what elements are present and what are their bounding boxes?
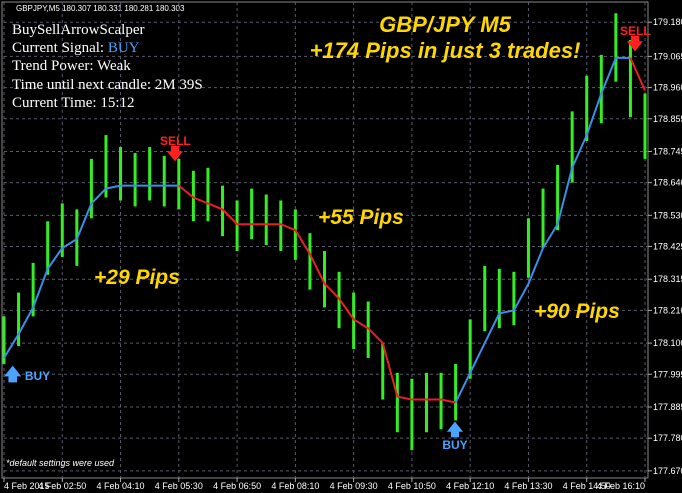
- pips-annotation: +90 Pips: [534, 300, 620, 323]
- x-tick-label: 4 Feb 13:30: [504, 481, 552, 491]
- y-tick-label: 178.100: [653, 338, 682, 348]
- plot-frame: [1, 1, 649, 479]
- chart-subtitle: +174 Pips in just 3 trades!: [309, 38, 581, 63]
- y-tick-label: 178.210: [653, 305, 682, 315]
- y-tick-label: 178.315: [653, 274, 682, 284]
- x-tick-label: 4 Feb 12:10: [446, 481, 494, 491]
- signal-text: SELL: [160, 134, 191, 148]
- y-tick-label: 178.530: [653, 210, 682, 220]
- x-tick-label: 4 Feb 05:30: [155, 481, 203, 491]
- x-tick-label: 4 Feb 14:50: [563, 481, 611, 491]
- y-tick-label: 178.855: [653, 114, 682, 124]
- buy-signal: 🡅 BUY: [4, 365, 51, 384]
- x-tick-label: 4 Feb 2015: [4, 481, 50, 491]
- x-tick-label: 4 Feb 08:10: [271, 481, 319, 491]
- footnote: *default settings were used: [6, 458, 115, 468]
- x-tick-label: 4 Feb 02:50: [38, 481, 86, 491]
- signal-text: SELL: [620, 24, 651, 38]
- buy-signal: 🡅 BUY: [440, 423, 470, 453]
- signal-label: Current Signal:: [12, 40, 105, 56]
- sell-signal: SELL 🡇: [620, 24, 651, 53]
- x-tick-label: 4 Feb 16:10: [597, 481, 645, 491]
- y-tick-label: 178.960: [653, 83, 682, 93]
- x-tick-label: 4 Feb 04:10: [97, 481, 145, 491]
- x-tick-label: 4 Feb 09:30: [330, 481, 378, 491]
- y-tick-label: 177.670: [653, 466, 682, 476]
- y-tick-label: 178.745: [653, 146, 682, 156]
- header: GBPJPY,M5 180.307 180.331 180.281 180.30…: [16, 4, 185, 13]
- trend-line: [178, 57, 646, 404]
- signal-text: BUY: [442, 438, 468, 452]
- y-tick-label: 177.885: [653, 402, 682, 412]
- time-left: Time until next candle: 2M 39S: [12, 77, 203, 93]
- signal-text: BUY: [24, 369, 51, 383]
- trend-line: [3, 56, 631, 403]
- pips-annotation: +29 Pips: [94, 266, 180, 289]
- y-tick-label: 177.995: [653, 369, 682, 379]
- pips-annotation: +55 Pips: [318, 206, 404, 229]
- indicator-name: BuySellArrowScalper: [12, 22, 145, 38]
- y-tick-label: 178.640: [653, 178, 682, 188]
- y-tick-label: 179.065: [653, 51, 682, 61]
- sell-signal: SELL 🡇: [160, 134, 191, 163]
- trend-power: Trend Power: Weak: [12, 58, 131, 74]
- y-tick-label: 179.180: [653, 17, 682, 27]
- x-tick-label: 4 Feb 06:50: [213, 481, 261, 491]
- chart-title: GBP/JPY M5: [379, 12, 511, 37]
- signal-value: BUY: [107, 40, 140, 56]
- current-time: Current Time: 15:12: [12, 95, 135, 111]
- x-tick-label: 4 Feb 10:50: [388, 481, 436, 491]
- y-tick-label: 178.425: [653, 242, 682, 252]
- signal-line: Current Signal: BUY: [12, 40, 140, 57]
- y-tick-label: 177.780: [653, 433, 682, 443]
